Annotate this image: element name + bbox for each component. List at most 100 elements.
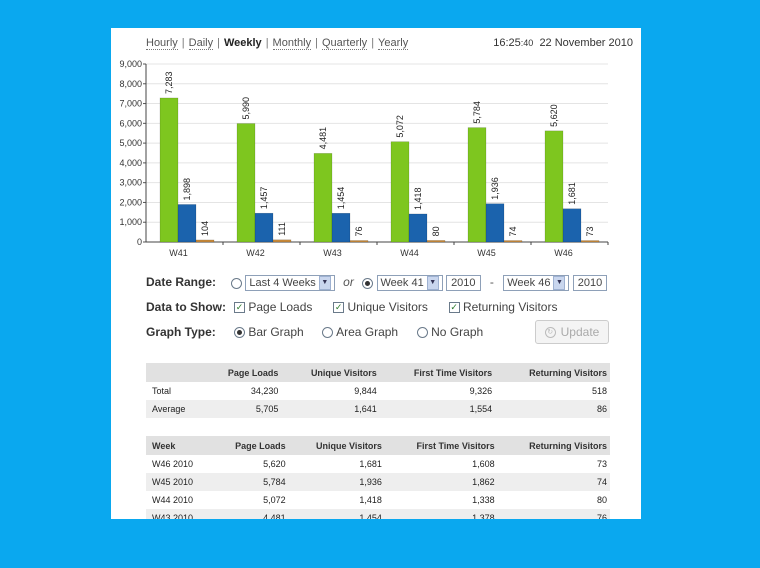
- bar-graph-radio[interactable]: [234, 327, 245, 339]
- x-tick-label: W43: [323, 248, 342, 258]
- y-tick-label: 0: [137, 237, 142, 247]
- or-text: or: [343, 275, 354, 290]
- update-button[interactable]: ↻ Update: [535, 320, 609, 344]
- no-graph-radio[interactable]: [416, 327, 428, 339]
- bar: [331, 212, 351, 243]
- bar: [272, 239, 292, 243]
- data-label: 73: [585, 227, 595, 237]
- chevron-down-icon: ▼: [318, 276, 331, 290]
- bar-graph-option: Bar Graph: [248, 325, 304, 339]
- x-tick-label: W41: [169, 248, 188, 258]
- range-preset-select[interactable]: Last 4 Weeks ▼: [245, 275, 335, 291]
- page-loads-option: Page Loads: [248, 300, 313, 314]
- x-tick-label: W46: [554, 248, 573, 258]
- year-from-field[interactable]: 2010: [446, 275, 481, 291]
- chevron-down-icon: ▼: [553, 276, 566, 290]
- year-to-field[interactable]: 2010: [572, 275, 608, 291]
- summary-header: Returning Visitors: [495, 363, 610, 382]
- data-label: 76: [354, 226, 364, 236]
- week-from-select[interactable]: Week 41 ▼: [376, 275, 443, 291]
- x-tick-label: W45: [477, 248, 496, 258]
- page-loads-checkbox[interactable]: ✓: [234, 302, 245, 314]
- bar: [177, 204, 197, 243]
- bar: [195, 239, 215, 243]
- bar: [236, 123, 256, 243]
- y-tick-label: 4,000: [119, 158, 142, 168]
- clock: 16:25:40 22 November 2010: [493, 37, 633, 49]
- period-hourly[interactable]: Hourly: [146, 37, 178, 50]
- table-row: W45 2010 5,784 1,936 1,862 74: [146, 473, 610, 491]
- period-weekly[interactable]: Weekly: [223, 37, 262, 49]
- stats-panel: Hourly | Daily | Weekly | Monthly | Quarterly | Ye…: [111, 28, 641, 519]
- bar: [544, 130, 564, 243]
- bar: [408, 213, 428, 243]
- data-label: 4,481: [318, 127, 328, 150]
- area-graph-option: Area Graph: [336, 325, 399, 339]
- graph-type-label: Graph Type:: [146, 325, 216, 339]
- y-tick-label: 5,000: [119, 138, 142, 148]
- data-label: 1,936: [490, 177, 500, 200]
- bar: [349, 240, 369, 243]
- y-tick-label: 9,000: [119, 59, 142, 69]
- summary-table: Page Loads Unique Visitors First Time Vi…: [146, 363, 610, 418]
- y-tick-label: 6,000: [119, 118, 142, 128]
- y-tick-label: 3,000: [119, 178, 142, 188]
- bar: [426, 240, 446, 243]
- period-monthly[interactable]: Monthly: [272, 37, 312, 50]
- table-row: W43 2010 4,481 1,454 1,378 76: [146, 509, 610, 519]
- bar: [485, 203, 505, 243]
- unique-visitors-option: Unique Visitors: [347, 300, 428, 314]
- period-selector: Hourly | Daily | Weekly | Monthly | Quarterly | Ye…: [146, 37, 409, 50]
- range-dash: -: [489, 275, 494, 290]
- summary-header: First Time Visitors: [379, 363, 496, 382]
- no-graph-option: No Graph: [431, 325, 484, 339]
- y-tick-label: 7,000: [119, 99, 142, 109]
- data-show-label: Data to Show:: [146, 300, 226, 314]
- weekly-header: Returning Visitors: [497, 436, 610, 455]
- clock-date: 22 November 2010: [539, 37, 633, 49]
- x-tick-label: W42: [246, 248, 265, 258]
- bar: [313, 153, 333, 243]
- data-label: 1,418: [413, 187, 423, 210]
- data-label: 1,454: [336, 187, 346, 210]
- update-label: Update: [560, 325, 600, 339]
- period-yearly[interactable]: Yearly: [378, 37, 409, 50]
- table-row: W46 2010 5,620 1,681 1,608 73: [152, 459, 607, 469]
- week-to-select[interactable]: Week 46 ▼: [503, 275, 570, 291]
- weekly-header: Unique Visitors: [288, 436, 385, 455]
- period-quarterly[interactable]: Quarterly: [321, 37, 368, 50]
- bar: [580, 240, 600, 243]
- period-daily[interactable]: Daily: [188, 37, 214, 50]
- chevron-down-icon: ▼: [426, 276, 439, 290]
- data-label: 74: [508, 227, 518, 237]
- data-label: 111: [277, 222, 287, 236]
- area-graph-radio[interactable]: [322, 327, 334, 339]
- data-label: 7,283: [164, 71, 174, 94]
- date-range-label: Date Range:: [146, 275, 217, 289]
- summary-header: Unique Visitors: [281, 363, 380, 382]
- summary-header: Page Loads: [204, 363, 282, 382]
- returning-visitors-checkbox[interactable]: ✓: [448, 302, 460, 314]
- refresh-icon: ↻: [544, 327, 556, 339]
- table-row: W44 2010 5,072 1,418 1,338 80: [152, 495, 607, 505]
- bar: [562, 208, 582, 243]
- clock-time: 16:25: [493, 37, 521, 49]
- weekly-header: Page Loads: [213, 436, 289, 455]
- bar-chart: 0 1,000 2,000 3,000 4,000 5,000 6,000 7,000 8,00…: [119, 59, 609, 258]
- table-row: Average 5,705 1,641 1,554 86: [146, 400, 610, 418]
- y-tick-label: 8,000: [119, 79, 142, 89]
- range-preset-radio[interactable]: [231, 277, 242, 289]
- bar: [254, 212, 274, 243]
- data-label: 104: [200, 221, 210, 236]
- data-label: 1,898: [182, 178, 192, 201]
- clock-seconds: :40: [520, 38, 534, 48]
- data-label: 5,620: [549, 104, 559, 127]
- data-label: 5,784: [472, 101, 482, 124]
- data-label: 5,990: [241, 97, 251, 120]
- weekly-table: Week Page Loads Unique Visitors First Ti…: [146, 436, 610, 519]
- y-tick-label: 1,000: [119, 217, 142, 227]
- x-tick-label: W44: [400, 248, 419, 258]
- unique-visitors-checkbox[interactable]: ✓: [333, 302, 345, 314]
- range-custom-radio[interactable]: [362, 277, 374, 289]
- data-label: 1,681: [567, 182, 577, 205]
